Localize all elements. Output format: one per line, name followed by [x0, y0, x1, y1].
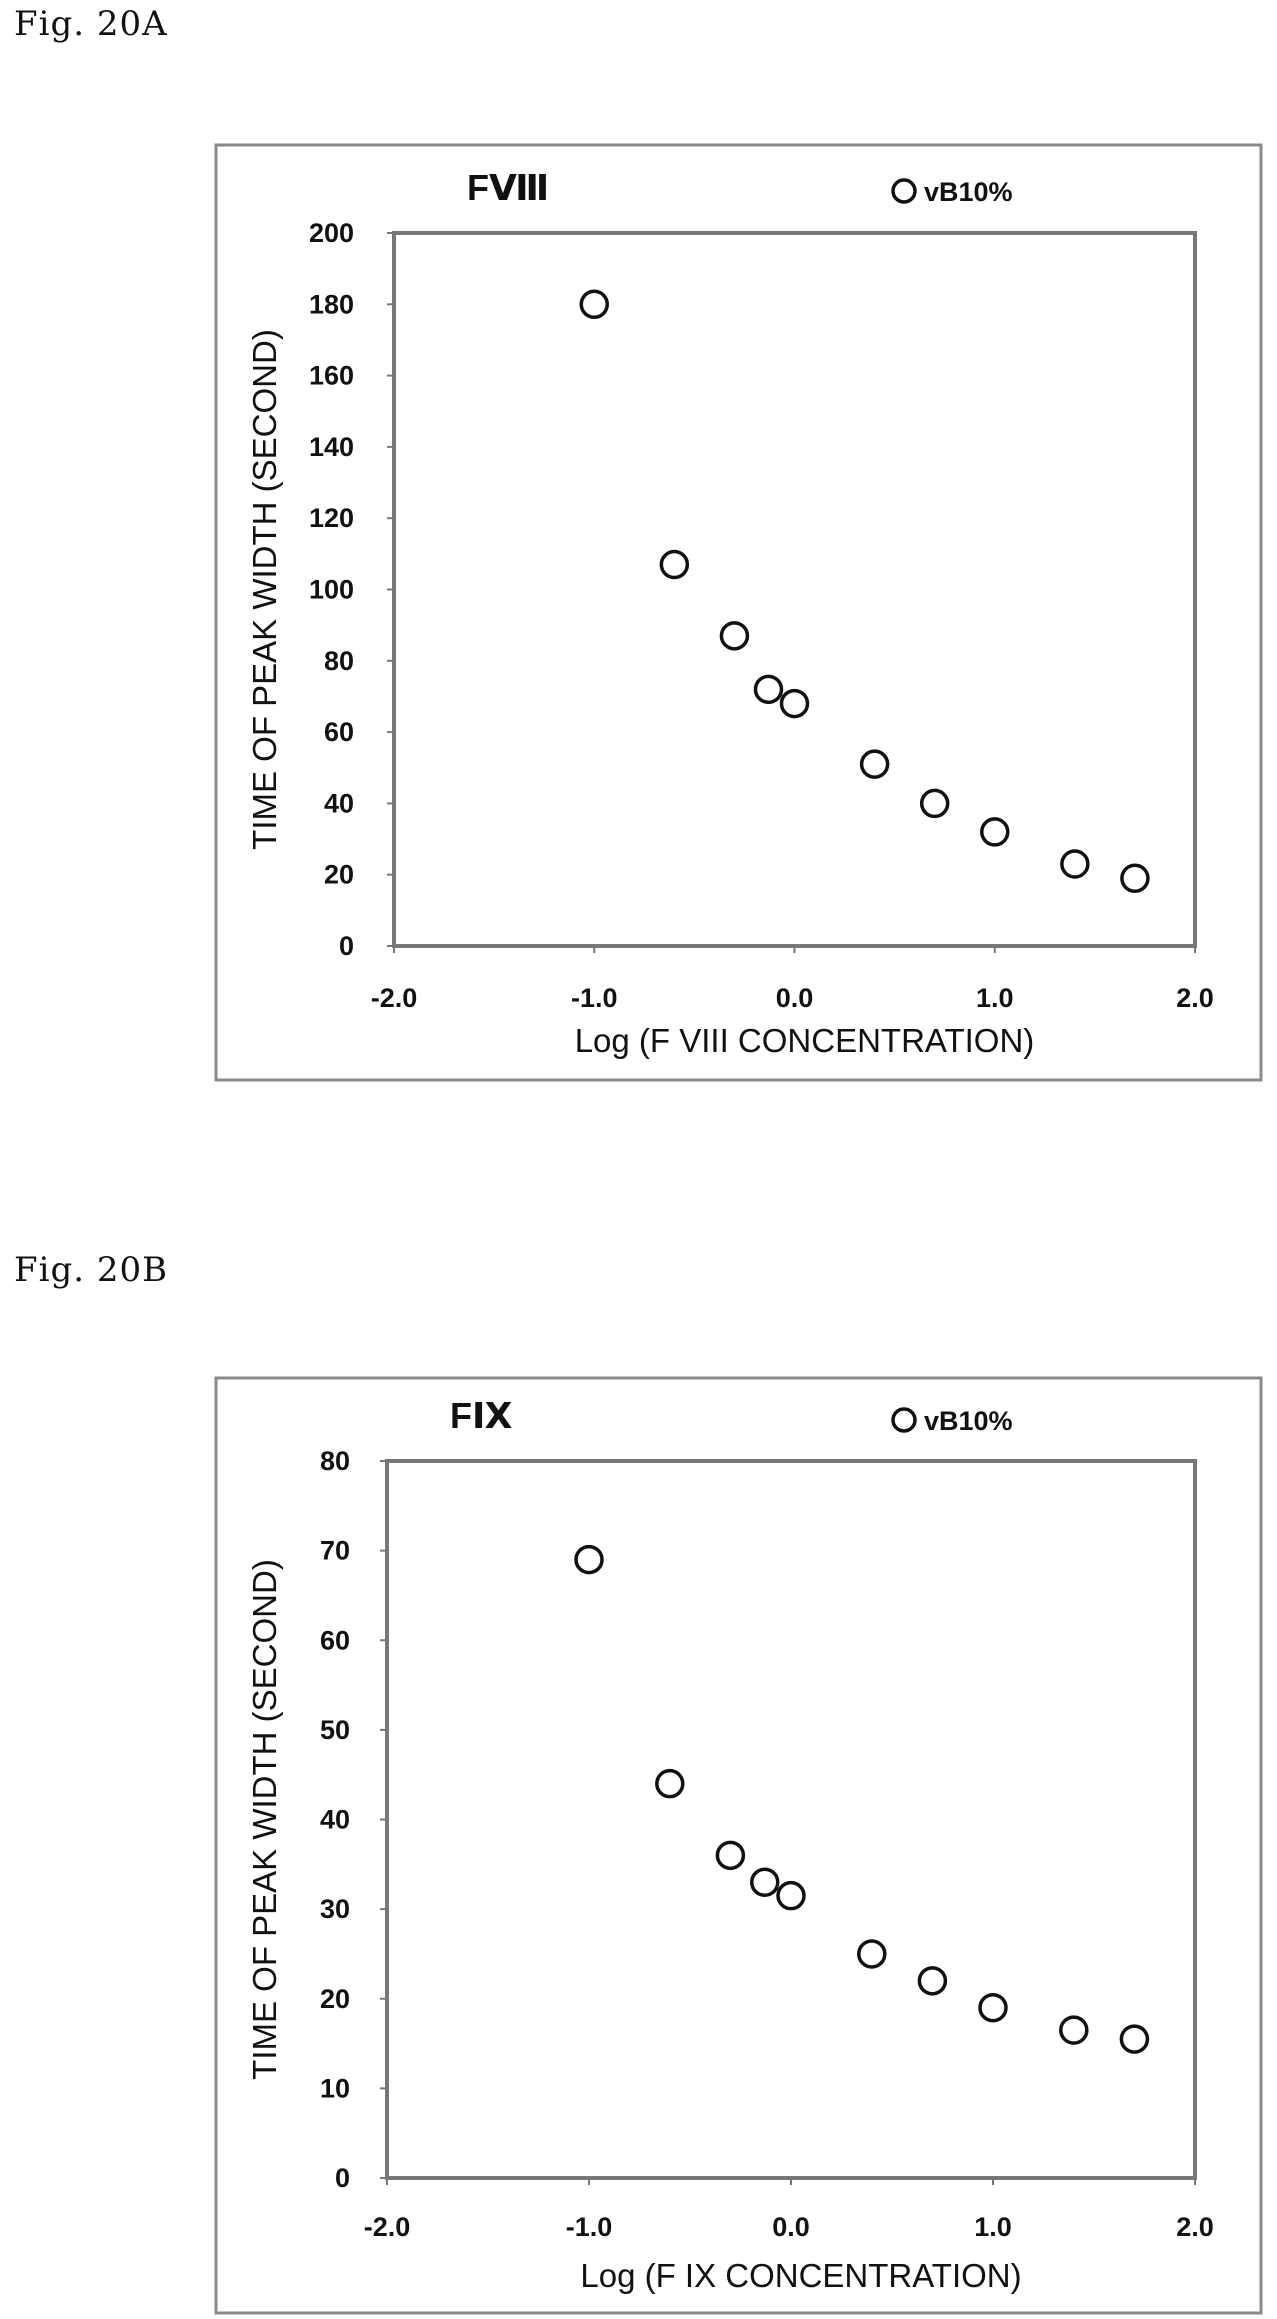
- chart-title: FⅨ: [450, 1395, 512, 1436]
- chart-title: FⅧ: [467, 167, 549, 208]
- y-tick-label: 100: [309, 575, 354, 605]
- x-tick-label: 1.0: [976, 983, 1014, 1013]
- y-tick-label: 40: [320, 1805, 350, 1835]
- chart-b: FⅨ vB10% 0 10 20 30 40 50 60 70 80 -2.0 -1.0 0.0 1.0 2.…: [214, 1376, 1263, 2315]
- data-point: [859, 749, 890, 779]
- x-tick-label: -2.0: [364, 2212, 411, 2242]
- data-point: [1119, 2024, 1150, 2054]
- y-tick-label: 20: [324, 860, 354, 890]
- data-point: [715, 1840, 746, 1871]
- data-point: [857, 1939, 887, 1969]
- data-point: [655, 1768, 685, 1799]
- figure-label-b: Fig. 20B: [14, 1250, 169, 1290]
- figure-label-a: Fig. 20A: [14, 4, 168, 44]
- y-tick-label: 10: [320, 2073, 350, 2103]
- y-tick-label: 80: [324, 646, 354, 676]
- x-tick-label: 0.0: [772, 2212, 810, 2242]
- y-axis-label: TIME OF PEAK WIDTH (SECOND): [246, 329, 283, 850]
- legend-label: vB10%: [924, 1406, 1013, 1436]
- legend-marker: [891, 1407, 917, 1433]
- data-point: [917, 1966, 948, 1996]
- data-point: [978, 1992, 1008, 2023]
- data-point: [779, 688, 810, 719]
- y-tick-label: 50: [320, 1715, 350, 1745]
- legend-marker: [891, 178, 917, 204]
- legend: vB10%: [891, 1406, 1013, 1436]
- y-tick-label: 70: [320, 1536, 350, 1566]
- y-tick-label: 180: [309, 289, 354, 319]
- data-point: [579, 289, 609, 320]
- y-tick-label: 140: [309, 432, 354, 462]
- y-tick-label: 80: [320, 1446, 350, 1476]
- y-tick-label: 120: [309, 503, 354, 533]
- data-point: [980, 817, 1010, 847]
- x-tick-label: 2.0: [1176, 983, 1214, 1013]
- legend-label: vB10%: [924, 177, 1013, 207]
- x-tick-label: -2.0: [371, 983, 418, 1013]
- y-axis-label: TIME OF PEAK WIDTH (SECOND): [246, 1559, 283, 2080]
- chart-a: FⅧ vB10% 0 20 40 60 80 100 120 140 160 180 200 -2.0 -1…: [214, 143, 1263, 1082]
- data-point: [1060, 849, 1090, 879]
- data-point: [659, 549, 690, 580]
- plot-area: [385, 1459, 1197, 2180]
- x-axis-label: Log (F VIII CONCENTRATION): [575, 1022, 1035, 1059]
- y-tick-label: 60: [324, 717, 354, 747]
- y-tick-label: 0: [339, 931, 354, 961]
- data-point: [753, 674, 784, 705]
- y-tick-label: 0: [335, 2163, 350, 2193]
- x-tick-label: 0.0: [776, 983, 814, 1013]
- data-point: [749, 1867, 780, 1897]
- data-point: [719, 621, 750, 651]
- x-tick-label: 1.0: [974, 2212, 1012, 2242]
- data-point: [1059, 2015, 1089, 2045]
- data-point: [574, 1544, 604, 1575]
- legend: vB10%: [891, 177, 1013, 207]
- x-tick-label: 2.0: [1176, 2212, 1214, 2242]
- y-tick-label: 160: [309, 361, 354, 391]
- data-point: [776, 1880, 806, 1911]
- x-tick-label: -1.0: [566, 2212, 613, 2242]
- y-tick-label: 30: [320, 1894, 350, 1924]
- y-tick-label: 40: [324, 788, 354, 818]
- y-tick-label: 20: [320, 1984, 350, 2014]
- y-tick-label: 60: [320, 1625, 350, 1655]
- data-point: [919, 788, 950, 819]
- x-tick-label: -1.0: [571, 983, 618, 1013]
- x-axis-label: Log (F IX CONCENTRATION): [580, 2257, 1021, 2294]
- data-point: [1120, 863, 1150, 894]
- plot-area: [392, 231, 1197, 948]
- y-tick-label: 200: [309, 218, 354, 248]
